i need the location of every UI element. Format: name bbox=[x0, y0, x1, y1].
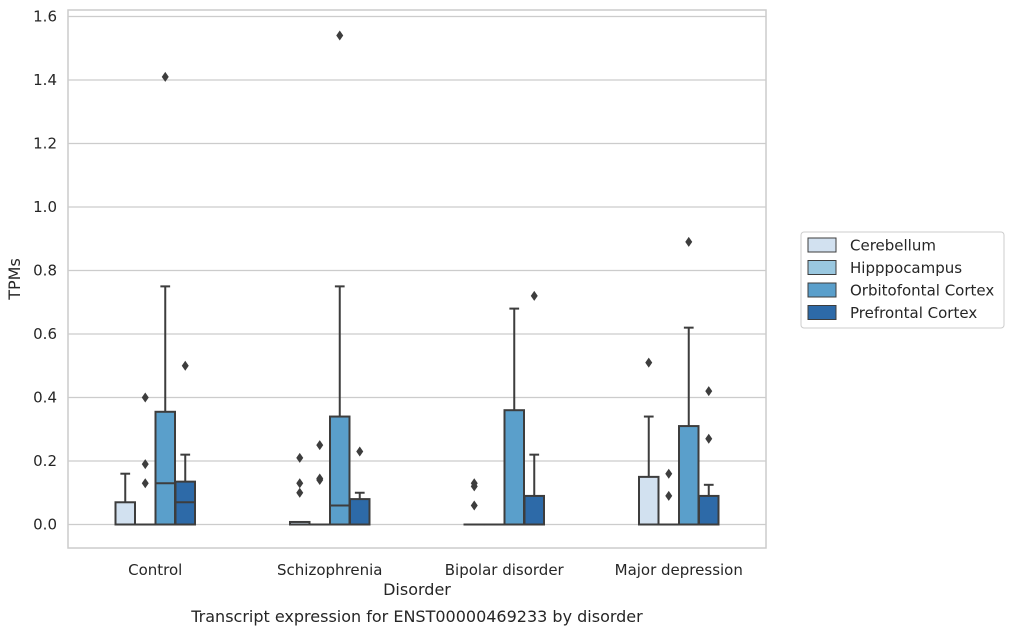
y-tick-label: 0.2 bbox=[33, 452, 57, 470]
outlier-point bbox=[705, 386, 713, 397]
box-body bbox=[698, 494, 720, 526]
outlier-point bbox=[316, 440, 324, 451]
outlier-point bbox=[141, 478, 149, 489]
x-tick-label: Control bbox=[128, 561, 182, 579]
outlier-point bbox=[296, 452, 304, 463]
box-2-1 bbox=[329, 30, 351, 526]
outlier-point bbox=[161, 71, 169, 82]
outlier-point bbox=[530, 290, 538, 301]
chart-caption: Transcript expression for ENST0000046923… bbox=[190, 607, 643, 626]
y-axis-title: TPMs bbox=[5, 258, 24, 301]
y-tick-label: 1.4 bbox=[33, 71, 57, 89]
box-3-2 bbox=[523, 290, 545, 526]
legend-label: Prefrontal Cortex bbox=[850, 304, 977, 322]
legend-swatch bbox=[807, 305, 837, 320]
y-tick-label: 0.6 bbox=[33, 325, 57, 343]
legend-label: Hipppocampus bbox=[850, 259, 962, 277]
box-body bbox=[329, 415, 351, 526]
outlier-point bbox=[470, 500, 478, 511]
legend-frame bbox=[800, 231, 1005, 329]
legend-label: Orbitofontal Cortex bbox=[850, 282, 994, 300]
box-body bbox=[503, 409, 525, 526]
y-tick-label: 1.0 bbox=[33, 198, 57, 216]
box-2-0 bbox=[154, 71, 176, 526]
outlier-point bbox=[470, 478, 478, 489]
outlier-point bbox=[645, 357, 653, 368]
box-2-3 bbox=[678, 236, 700, 526]
legend-swatch bbox=[807, 237, 837, 253]
box-3-3 bbox=[698, 386, 720, 526]
box-body bbox=[638, 475, 660, 526]
box-body bbox=[154, 410, 176, 526]
box-1-0 bbox=[134, 392, 156, 526]
outlier-point bbox=[665, 490, 673, 501]
outlier-point bbox=[356, 446, 364, 457]
x-axis-title: Disorder bbox=[383, 580, 451, 599]
box-3-0 bbox=[174, 360, 196, 526]
outlier-point bbox=[336, 30, 344, 41]
box-0-2 bbox=[463, 478, 485, 526]
x-tick-label: Schizophrenia bbox=[277, 561, 382, 579]
legend-label: Cerebellum bbox=[850, 237, 936, 255]
box-2-2 bbox=[503, 307, 525, 526]
box-0-3 bbox=[638, 357, 660, 526]
y-tick-label: 0.4 bbox=[33, 389, 57, 407]
box-body bbox=[678, 425, 700, 526]
box-3-1 bbox=[349, 446, 371, 526]
x-tick-labels: Control Schizophrenia Bipolar disorder Majo… bbox=[128, 561, 743, 579]
y-tick-label: 1.2 bbox=[33, 135, 57, 153]
legend-swatch bbox=[807, 260, 837, 275]
plot-area-frame bbox=[67, 9, 767, 549]
outlier-point bbox=[665, 468, 673, 479]
x-tick-label: Bipolar disorder bbox=[445, 561, 565, 579]
outlier-point bbox=[685, 236, 693, 247]
outlier-point bbox=[296, 487, 304, 498]
box-body bbox=[114, 501, 136, 526]
y-tick-label: 1.6 bbox=[33, 8, 57, 26]
box-body bbox=[349, 498, 371, 526]
box-0-1 bbox=[289, 452, 311, 526]
legend: Cerebellum Hipppocampus Orbitofontal Corte… bbox=[800, 231, 1005, 329]
outlier-point bbox=[141, 459, 149, 470]
legend-swatch bbox=[807, 282, 837, 298]
box-0-0 bbox=[114, 472, 136, 526]
box-layer bbox=[114, 30, 720, 526]
box-body bbox=[523, 494, 545, 526]
outlier-point bbox=[181, 360, 189, 371]
outlier-point bbox=[296, 478, 304, 489]
box-1-3 bbox=[658, 468, 680, 526]
y-tick-label: 0.8 bbox=[33, 262, 57, 280]
box-1-1 bbox=[309, 440, 331, 526]
y-tick-labels: 0.0 0.2 0.4 0.6 0.8 1.0 1.2 1.4 1.6 bbox=[33, 8, 57, 534]
outlier-point bbox=[316, 473, 324, 484]
x-tick-label: Major depression bbox=[615, 561, 743, 579]
outlier-point bbox=[141, 392, 149, 403]
y-tick-label: 0.0 bbox=[33, 516, 57, 534]
outlier-point bbox=[705, 433, 713, 444]
